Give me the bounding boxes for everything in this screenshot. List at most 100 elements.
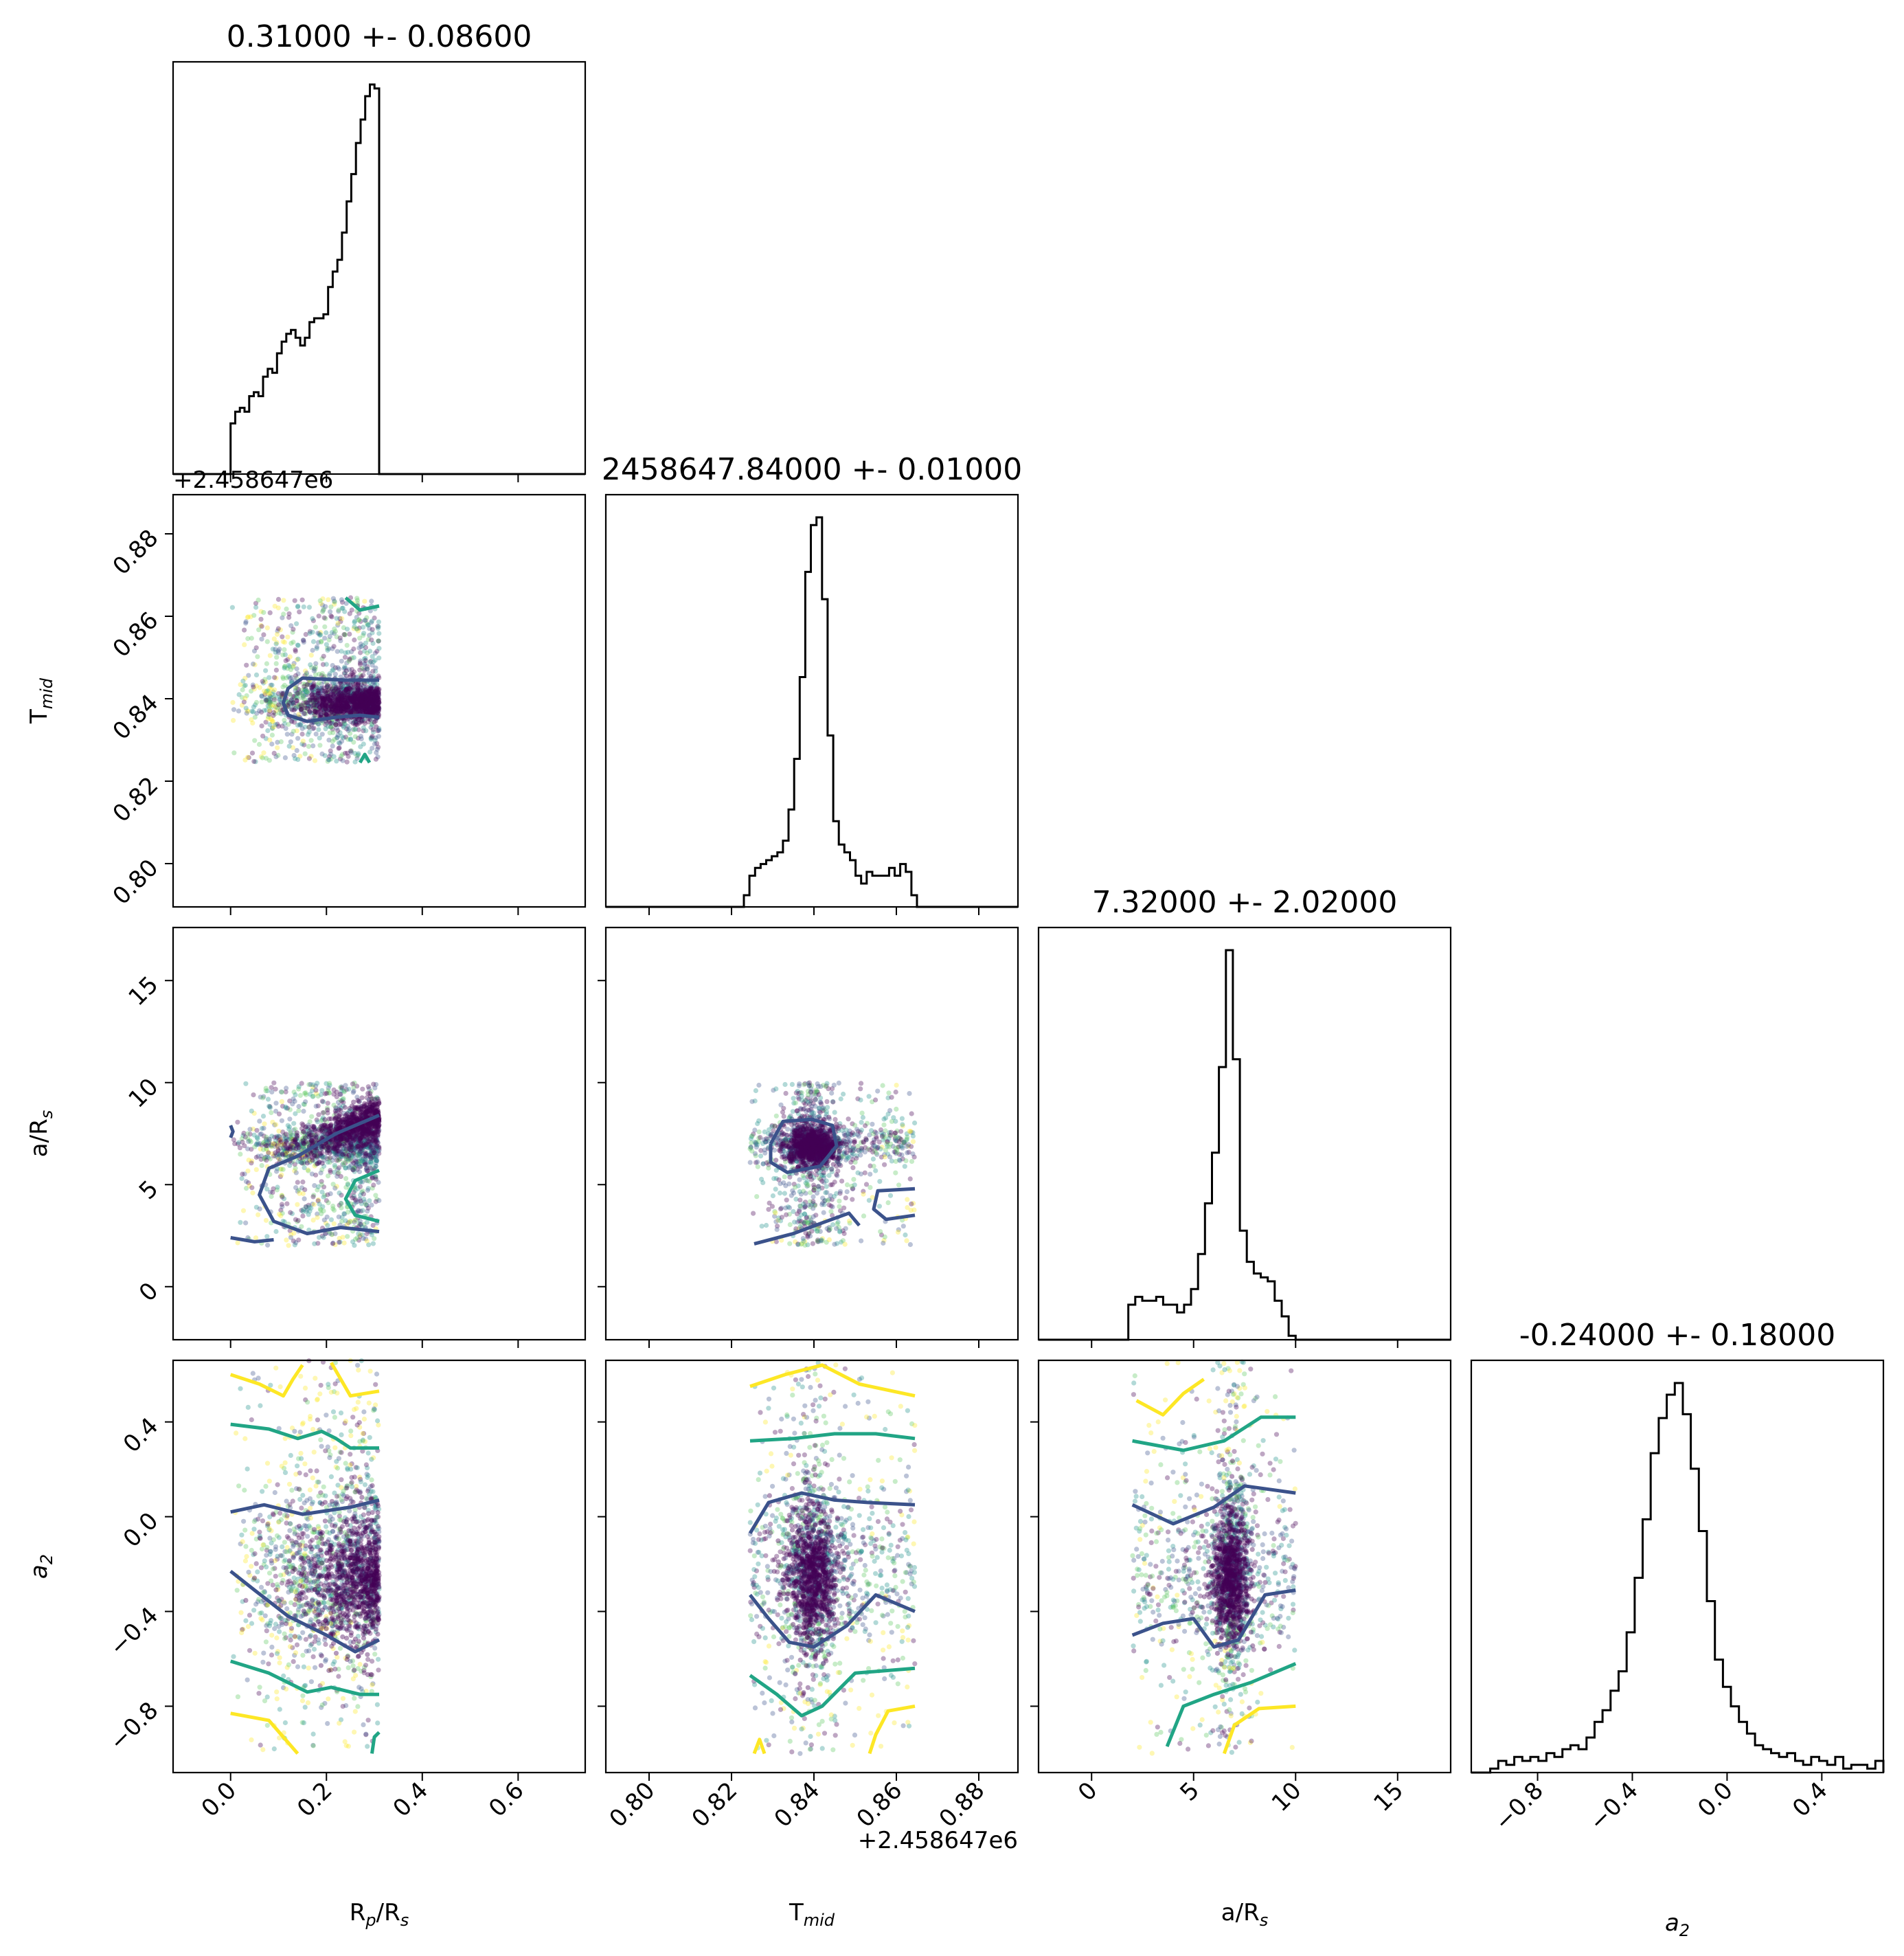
scatter-point <box>301 1129 306 1134</box>
scatter-point <box>360 1208 365 1213</box>
scatter-point <box>365 1187 371 1193</box>
scatter-point <box>323 1125 329 1130</box>
scatter-point <box>350 1138 356 1143</box>
scatter-point <box>338 1136 343 1142</box>
scatter-point <box>259 636 264 642</box>
scatter-point <box>364 1238 370 1244</box>
scatter-point <box>282 755 288 761</box>
scatter-point <box>289 707 295 712</box>
scatter-point <box>243 706 249 711</box>
scatter-point <box>339 739 345 744</box>
scatter-point <box>319 751 325 756</box>
scatter-point <box>319 1189 325 1195</box>
scatter-point <box>293 690 299 697</box>
scatter-point <box>280 1167 286 1172</box>
scatter-point <box>849 1183 854 1189</box>
scatter-point <box>756 1082 762 1088</box>
scatter-point <box>370 627 375 632</box>
scatter-point <box>352 637 357 643</box>
scatter-point <box>354 1144 360 1149</box>
scatter-point <box>288 1133 294 1138</box>
scatter-point <box>317 743 323 748</box>
scatter-point <box>351 739 356 745</box>
scatter-point <box>370 1241 376 1246</box>
scatter-point <box>365 1084 371 1090</box>
scatter-point <box>284 666 290 671</box>
scatter-point <box>351 646 356 652</box>
scatter-point <box>376 1101 382 1106</box>
scatter-point <box>264 1134 269 1140</box>
scatter-point <box>327 1081 332 1086</box>
scatter-point <box>269 1193 274 1200</box>
scatter-point <box>316 1112 321 1117</box>
scatter-point <box>267 690 273 697</box>
scatter-point <box>770 1193 775 1199</box>
scatter-point <box>360 1113 365 1118</box>
scatter-point <box>334 616 339 621</box>
scatter-point <box>774 1227 780 1233</box>
scatter-point <box>315 1215 320 1220</box>
scatter-point <box>306 1212 311 1217</box>
scatter-point <box>900 1122 905 1127</box>
scatter-point <box>301 604 306 609</box>
scatter-point <box>251 709 256 715</box>
scatter-point <box>295 736 301 741</box>
scatter-point <box>331 705 337 710</box>
scatter-point <box>368 1123 374 1129</box>
scatter-point <box>362 618 367 623</box>
scatter-point <box>304 1160 310 1166</box>
scatter-point <box>297 754 303 759</box>
scatter-point <box>355 735 361 741</box>
scatter-point <box>364 694 370 700</box>
scatter-point <box>367 1198 372 1204</box>
scatter-point <box>372 741 378 747</box>
scatter-point <box>291 640 296 645</box>
scatter-point <box>308 697 314 703</box>
scatter-point <box>295 642 300 648</box>
scatter-point <box>352 734 358 739</box>
scatter-point <box>352 1219 357 1225</box>
scatter-point <box>278 739 284 745</box>
scatter-point <box>255 1136 260 1141</box>
scatter-point <box>288 640 294 646</box>
scatter-point <box>285 634 291 640</box>
scatter-point <box>362 598 367 604</box>
scatter-point <box>269 732 275 738</box>
scatter-point <box>336 745 341 751</box>
scatter-point <box>337 636 343 641</box>
scatter-point <box>328 1217 334 1222</box>
scatter-point <box>839 1178 845 1184</box>
scatter-point <box>311 687 317 693</box>
scatter-point <box>308 1132 313 1138</box>
scatter-point <box>331 644 337 649</box>
scatter-point <box>355 688 361 693</box>
scatter-point <box>263 736 269 741</box>
scatter-point <box>315 1161 320 1167</box>
scatter-point <box>263 1086 269 1091</box>
scatter-point <box>324 630 329 636</box>
scatter-point <box>302 1141 307 1147</box>
scatter-point <box>910 1151 916 1157</box>
scatter-point <box>353 694 359 699</box>
scatter-point <box>361 625 366 630</box>
scatter-point <box>240 1171 245 1177</box>
scatter-point <box>370 730 376 735</box>
scatter-point <box>341 1089 347 1094</box>
scatter-point <box>859 1081 864 1086</box>
scatter-point <box>350 1167 356 1172</box>
scatter-point <box>837 1198 842 1204</box>
scatter-point <box>293 706 298 712</box>
scatter-point <box>354 598 361 603</box>
scatter-point <box>273 641 279 647</box>
scatter-point <box>280 634 285 640</box>
scatter-point <box>264 625 270 631</box>
scatter-point <box>819 1178 825 1184</box>
scatter-point <box>300 638 306 643</box>
scatter-point <box>282 665 287 671</box>
scatter-point <box>370 1222 376 1228</box>
scatter-point <box>909 1201 914 1206</box>
scatter-point <box>374 747 380 752</box>
scatter-point <box>778 1102 784 1108</box>
scatter-point <box>348 737 353 743</box>
scatter-point <box>342 1105 348 1110</box>
